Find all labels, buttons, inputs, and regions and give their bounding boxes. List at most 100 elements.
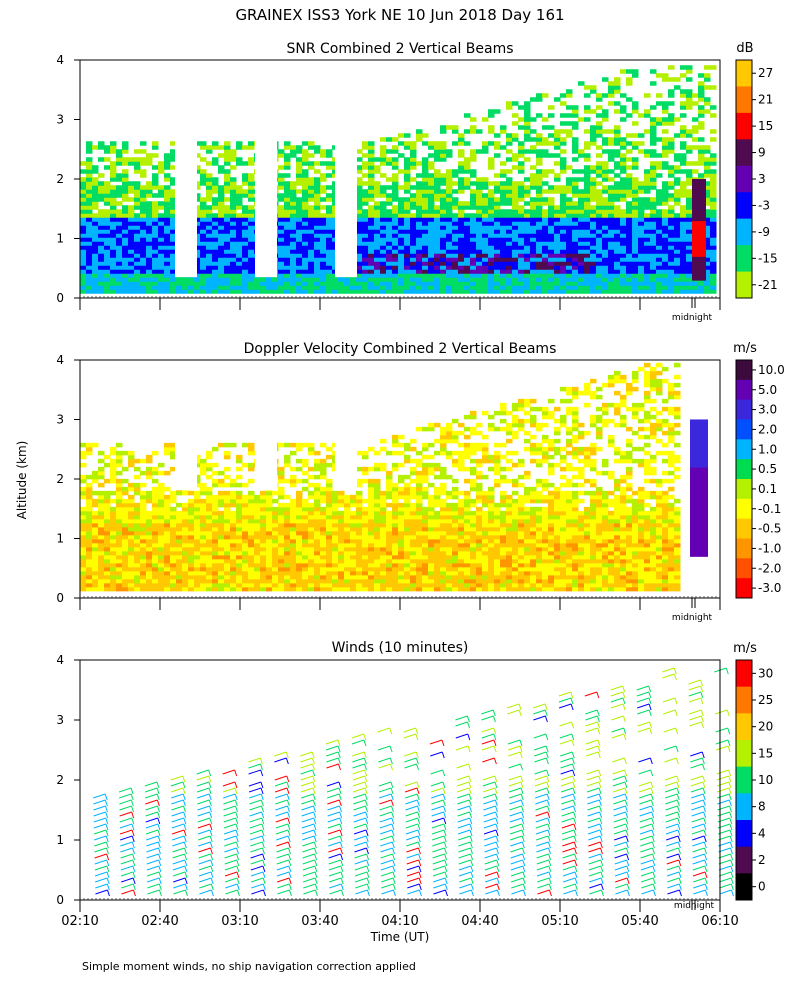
velocity-cell <box>284 563 291 568</box>
snr-cell <box>236 213 243 218</box>
snr-cell <box>626 185 633 190</box>
snr-cell <box>122 173 129 178</box>
snr-cell <box>206 249 213 254</box>
velocity-cell <box>122 579 129 584</box>
snr-cell <box>500 233 507 238</box>
velocity-cell <box>152 507 159 512</box>
snr-cell <box>566 269 573 274</box>
velocity-cell <box>212 559 219 564</box>
snr-cell <box>410 269 417 274</box>
snr-cell <box>482 225 489 230</box>
snr-cell <box>98 193 105 198</box>
snr-cell <box>86 173 93 178</box>
snr-cell <box>506 285 513 290</box>
snr-cell <box>686 217 693 222</box>
velocity-cell <box>218 503 225 508</box>
velocity-cell <box>104 495 111 500</box>
snr-cell <box>530 165 537 170</box>
snr-cell <box>86 157 93 162</box>
snr-cell <box>392 145 399 150</box>
velocity-cell <box>176 519 183 524</box>
velocity-cell <box>158 583 165 588</box>
snr-cell <box>434 285 441 290</box>
snr-cell <box>260 277 267 282</box>
colorbar-swatch <box>736 60 752 87</box>
snr-cell <box>602 225 609 230</box>
snr-cell <box>314 185 321 190</box>
snr-cell <box>134 277 141 282</box>
velocity-cell <box>260 543 267 548</box>
snr-cell <box>506 241 513 246</box>
snr-cell <box>440 229 447 234</box>
velocity-cell <box>236 579 243 584</box>
snr-cell <box>686 145 693 150</box>
snr-cell <box>272 289 279 294</box>
snr-cell <box>530 221 537 226</box>
velocity-cell <box>272 519 279 524</box>
snr-cell <box>374 237 381 242</box>
snr-cell <box>302 237 309 242</box>
snr-cell <box>116 253 123 257</box>
velocity-cell <box>212 547 219 552</box>
snr-cell <box>710 289 717 294</box>
snr-cell <box>536 265 543 270</box>
snr-cell <box>164 157 171 162</box>
velocity-cell <box>182 535 189 540</box>
snr-cell <box>494 225 501 230</box>
snr-cell <box>164 161 171 166</box>
snr-cell <box>152 261 159 266</box>
snr-cell <box>236 161 243 166</box>
snr-cell <box>656 245 663 250</box>
snr-cell <box>626 133 633 138</box>
velocity-cell <box>248 523 255 528</box>
snr-cell <box>548 217 555 222</box>
velocity-cell <box>278 487 285 492</box>
snr-cell <box>674 217 681 222</box>
snr-cell <box>686 177 693 182</box>
snr-cell <box>518 277 525 282</box>
snr-cell <box>80 273 87 278</box>
snr-cell <box>164 173 171 178</box>
snr-cell <box>506 137 513 142</box>
snr-cell <box>92 253 99 257</box>
snr-cell <box>704 173 711 178</box>
snr-cell <box>362 201 369 206</box>
snr-cell <box>650 121 657 126</box>
snr-cell <box>104 277 111 282</box>
velocity-cell <box>230 567 237 572</box>
velocity-panel: Doppler Velocity Combined 2 Vertical Bea… <box>56 341 784 623</box>
velocity-cell <box>92 583 99 588</box>
snr-cell <box>470 181 477 186</box>
velocity-cell <box>104 547 111 552</box>
snr-cell <box>218 237 225 242</box>
velocity-cell <box>218 483 225 488</box>
snr-cell <box>398 209 405 214</box>
snr-cell <box>140 149 147 154</box>
snr-cell <box>230 189 237 194</box>
snr-cell <box>428 173 435 178</box>
velocity-cell <box>110 491 117 496</box>
snr-cell <box>704 65 711 70</box>
snr-cell <box>386 209 393 214</box>
snr-cell <box>218 189 225 194</box>
snr-cell <box>98 281 105 286</box>
snr-cell <box>236 197 243 202</box>
snr-cell <box>242 213 249 218</box>
snr-cell <box>698 85 705 90</box>
snr-cell <box>452 241 459 246</box>
snr-cell <box>368 217 375 222</box>
snr-cell <box>134 265 141 270</box>
snr-cell <box>578 209 585 214</box>
velocity-cell <box>194 491 201 496</box>
snr-cell <box>464 277 471 282</box>
snr-cell <box>446 241 453 246</box>
snr-cell <box>146 189 153 194</box>
velocity-cell <box>170 543 177 548</box>
velocity-cell <box>248 451 255 456</box>
velocity-cell <box>194 563 201 568</box>
snr-cell <box>518 153 525 158</box>
snr-cell <box>554 265 561 270</box>
velocity-cell <box>188 571 195 576</box>
snr-cell <box>200 265 207 270</box>
snr-cell <box>602 273 609 278</box>
